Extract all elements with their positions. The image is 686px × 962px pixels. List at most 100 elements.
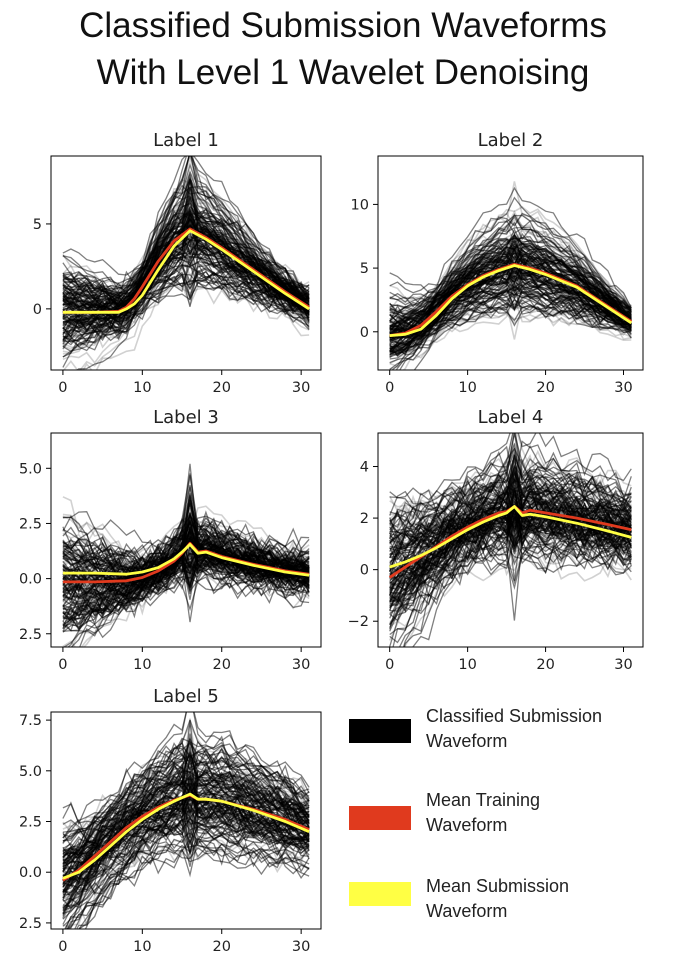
x-tick-label: 30 (292, 380, 310, 396)
legend-label-submission-line-2: Waveform (426, 731, 507, 751)
submission-waveform-line (389, 233, 632, 320)
legend-label-submission-mean-line-1: Mean Submission (426, 876, 569, 896)
axes-frame (50, 711, 322, 930)
y-tick-label: 0 (360, 325, 369, 341)
y-tick-label: 0.0 (19, 572, 42, 588)
submission-waveform-ensemble (62, 156, 310, 370)
submission-waveform-line (389, 485, 632, 542)
submission-waveform-line (389, 433, 632, 531)
submission-waveform-ensemble (62, 463, 310, 647)
submission-waveform-line (389, 226, 632, 349)
y-tick-label: 5.0 (19, 764, 42, 780)
plot-area (62, 156, 310, 370)
submission-waveform-line (67, 816, 310, 929)
submission-waveform-line (389, 299, 632, 333)
submission-waveform-line (62, 712, 310, 927)
submission-waveform-line (66, 561, 310, 647)
subplot-5: Label 5 0 10 20 30 7.5 5.0 2.5 0.0 2.5 (19, 686, 322, 955)
submission-waveform-line (62, 463, 310, 577)
mean-submission-waveform-line (389, 505, 632, 569)
y-tick-label: 7.5 (19, 713, 42, 729)
x-tick-label: 20 (213, 657, 231, 673)
submission-waveform-line (62, 279, 310, 358)
x-tick-label: 30 (292, 939, 310, 955)
submission-waveform-line (389, 433, 632, 527)
submission-waveform-line (389, 466, 632, 607)
subplot-title: Label 5 (153, 686, 219, 707)
legend-label-training-mean-line-2: Waveform (426, 815, 507, 835)
mean-submission-waveform-line (62, 229, 310, 314)
submission-waveform-line (389, 534, 632, 588)
mean-submission-waveform-line (389, 264, 633, 337)
legend-label-submission-line-1: Classified Submission (426, 706, 602, 726)
axes-frame (50, 432, 322, 648)
submission-waveform-line (62, 794, 310, 885)
y-tick-label: 2.5 (19, 627, 42, 643)
submission-waveform-line (389, 508, 632, 556)
submission-waveform-line (389, 504, 632, 593)
submission-waveform-line (62, 213, 310, 342)
submission-waveform-line (62, 552, 310, 593)
submission-waveform-line (62, 740, 310, 852)
y-tick-label: 5 (33, 217, 42, 233)
submission-waveform-line (62, 537, 310, 622)
submission-waveform-line (62, 760, 310, 854)
submission-waveform-line (62, 178, 310, 343)
y-tick-label: 2.5 (19, 916, 42, 932)
submission-waveform-line (62, 273, 310, 339)
plot-area (389, 181, 633, 370)
y-tick-label: 4 (360, 460, 369, 476)
legend: Classified Submission Waveform Mean Trai… (349, 706, 602, 921)
y-tick-label: 5 (360, 261, 369, 277)
x-tick-label: 0 (385, 380, 394, 396)
x-tick-label: 20 (213, 380, 231, 396)
submission-waveform-line (62, 576, 310, 612)
legend-entry-training-mean: Mean Training Waveform (349, 790, 540, 835)
submission-waveform-line (78, 841, 310, 929)
mean-submission-waveform-line (62, 543, 310, 577)
x-tick-label: 20 (213, 939, 231, 955)
x-tick-label: 10 (458, 657, 476, 673)
x-tick-label: 30 (614, 657, 632, 673)
submission-waveform-line (403, 479, 632, 647)
x-tick-label: 0 (58, 939, 67, 955)
x-tick-label: 0 (385, 657, 394, 673)
submission-waveform-line (62, 737, 310, 826)
submission-waveform-line (389, 213, 632, 318)
y-tick-label: 5.0 (19, 461, 42, 477)
submission-waveform-line (62, 775, 310, 902)
submission-waveform-line (62, 494, 310, 586)
submission-waveform-line (62, 524, 310, 573)
submission-waveform-line (62, 821, 310, 915)
y-tick-label: 2.5 (19, 815, 42, 831)
y-tick-label: 0 (360, 563, 369, 579)
x-tick-label: 0 (58, 657, 67, 673)
submission-waveform-ensemble (62, 712, 310, 929)
submission-waveform-line (389, 512, 632, 610)
legend-label-submission-mean-line-2: Waveform (426, 901, 507, 921)
axes-frame (377, 155, 644, 371)
axes-frame (50, 155, 322, 371)
submission-waveform-line (62, 156, 310, 340)
x-tick-label: 0 (58, 380, 67, 396)
submission-waveform-line (62, 837, 310, 883)
figure-title-line-1: Classified Submission Waveforms (79, 6, 607, 45)
submission-waveform-line (389, 181, 632, 322)
submission-waveform-line (62, 486, 310, 566)
subplot-1: Label 1 0 10 20 30 0 5 (33, 130, 322, 396)
submission-waveform-line (62, 848, 310, 912)
subplot-3: Label 3 0 10 20 30 5.0 2.5 0.0 2.5 (19, 407, 322, 673)
x-tick-label: 10 (133, 380, 151, 396)
figure-title-line-2: With Level 1 Wavelet Denoising (97, 53, 590, 92)
x-tick-label: 20 (536, 380, 554, 396)
submission-waveform-line (62, 778, 310, 893)
submission-waveform-line (62, 177, 310, 350)
subplot-2: Label 2 0 10 20 30 0 5 10 (351, 130, 644, 396)
y-tick-label: 10 (351, 197, 369, 213)
submission-waveform-line (389, 186, 632, 328)
x-tick-label: 10 (133, 939, 151, 955)
x-tick-label: 10 (458, 380, 476, 396)
